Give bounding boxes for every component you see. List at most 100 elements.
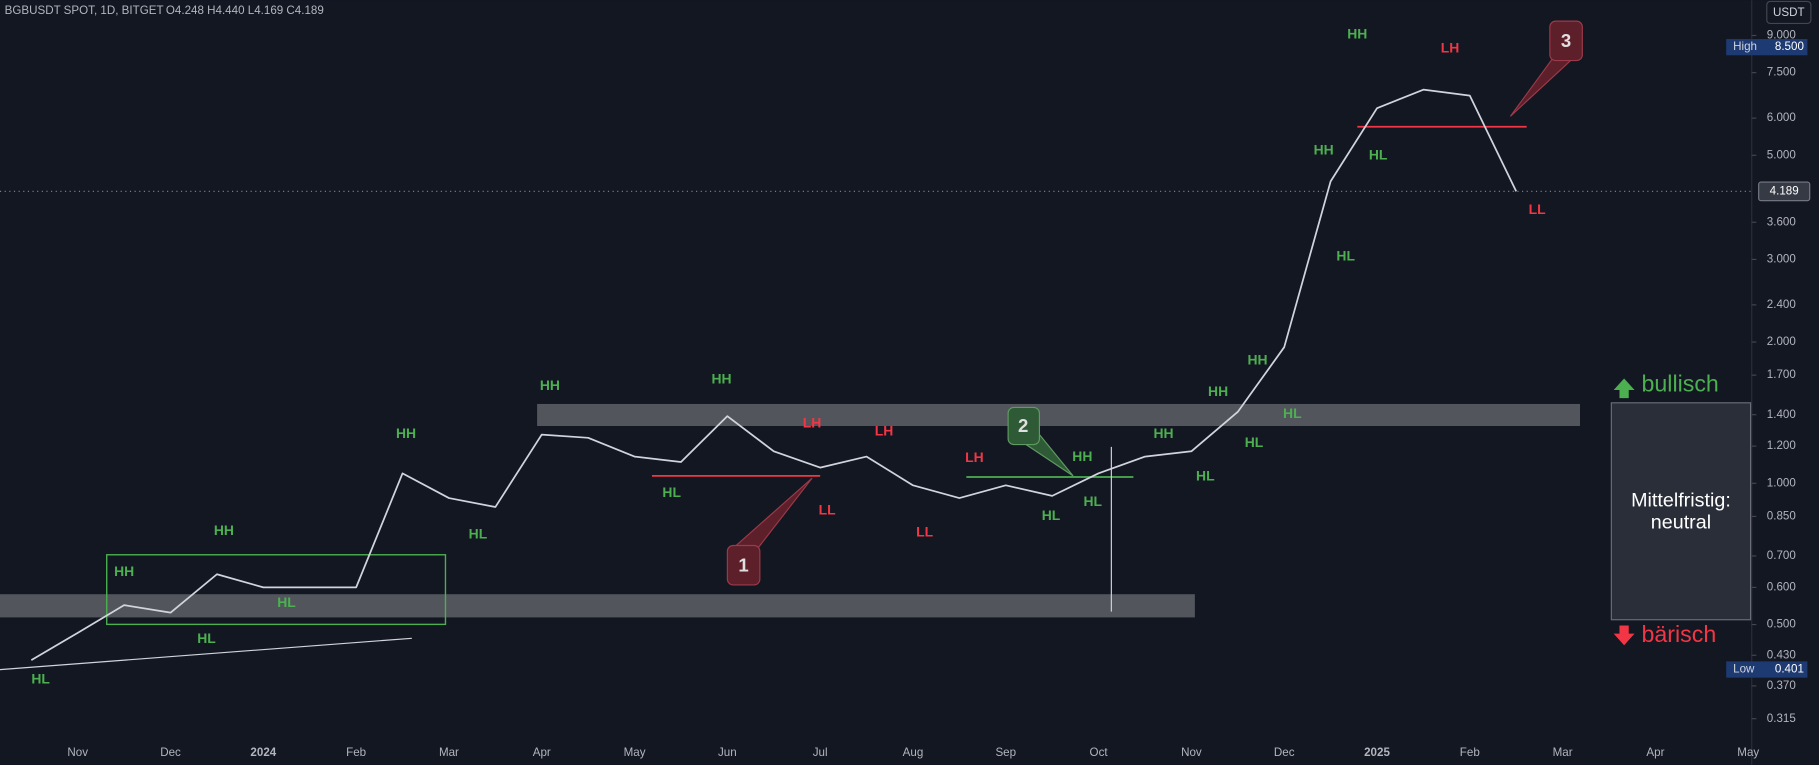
y-tick-label: 2.400 [1767, 298, 1796, 311]
structure-label: HH [114, 563, 134, 579]
x-tick-label: May [624, 746, 646, 759]
x-tick-label: Apr [533, 746, 551, 759]
y-tick-label: 0.850 [1767, 509, 1796, 522]
currency-box [1766, 0, 1812, 25]
last-price-label: 4.189 [1770, 184, 1799, 197]
structure-label: LL [1529, 201, 1546, 217]
currency: USDT [1773, 6, 1805, 19]
price-marker-box [1726, 661, 1808, 678]
y-tick-label: 0.315 [1767, 712, 1796, 725]
structure-label: HH [214, 522, 234, 538]
price-marker-box [1726, 39, 1808, 56]
y-tick-label: 1.200 [1767, 439, 1796, 452]
structure-label: HH [1208, 383, 1228, 399]
structure-label: LH [803, 414, 822, 430]
x-tick-label: Jun [718, 746, 737, 759]
callout-box [1549, 20, 1583, 62]
y-tick-label: 3.000 [1767, 252, 1796, 265]
structure-label: HL [31, 671, 50, 687]
price-marker-label: 8.500 [1775, 40, 1804, 53]
x-tick-label: Feb [1460, 746, 1480, 759]
panel-box [1610, 402, 1752, 621]
structure-label: LH [1441, 40, 1460, 56]
y-tick-label: 0.430 [1767, 648, 1796, 661]
y-tick-label: 6.000 [1767, 111, 1796, 124]
structure-label: HH [712, 370, 732, 386]
x-tick-label: Nov [1181, 746, 1202, 759]
x-tick-label: 2024 [250, 746, 276, 759]
x-tick-label: Mar [1553, 746, 1573, 759]
y-tick-label: 1.000 [1767, 476, 1796, 489]
callout: 3 [1509, 20, 1583, 117]
x-tick-label: Jul [813, 746, 828, 759]
y-tick-label: 2.000 [1767, 335, 1796, 348]
callout: 1 [726, 477, 813, 586]
callout-label: 2 [1018, 415, 1028, 436]
structure-label: HH [1314, 142, 1334, 158]
structure-label: HL [1369, 146, 1388, 162]
last-price-box [1758, 181, 1811, 202]
price-marker-label: 0.401 [1775, 663, 1804, 676]
bullish-label: bullisch [1642, 371, 1719, 397]
structure-label: HH [1072, 448, 1092, 464]
x-tick-label: Mar [439, 746, 459, 759]
x-tick-label: 2025 [1364, 746, 1390, 759]
structure-label: HL [277, 594, 296, 610]
panel-subtitle: neutral [1651, 512, 1711, 534]
structure-label: HL [1196, 468, 1215, 484]
structure-label: HH [1347, 26, 1367, 42]
y-tick-label: 0.600 [1767, 580, 1796, 593]
y-tick-label: 0.370 [1767, 679, 1796, 692]
y-tick-label: 9.000 [1767, 29, 1796, 42]
symbol-title: BGBUSDT SPOT, 1D, BITGET [5, 4, 164, 17]
range-box [106, 554, 447, 626]
support-zone [0, 594, 1195, 618]
bearish-label: bärisch [1642, 621, 1717, 647]
price-marker-name: High [1733, 40, 1757, 53]
structure-label: HL [1042, 507, 1061, 523]
x-tick-label: Aug [903, 746, 924, 759]
y-tick-label: 1.700 [1767, 368, 1796, 381]
structure-label: HL [1245, 434, 1264, 450]
x-tick-label: Nov [67, 746, 88, 759]
resistance-zone [537, 403, 1581, 427]
callout-label: 3 [1561, 30, 1571, 51]
y-tick-label: 0.700 [1767, 549, 1796, 562]
structure-label: LL [916, 523, 933, 539]
trend-line [0, 637, 412, 671]
x-tick-label: Dec [160, 746, 181, 759]
x-tick-label: Oct [1090, 746, 1109, 759]
callout: 2 [1007, 406, 1074, 477]
x-tick-label: May [1737, 746, 1759, 759]
x-tick-label: Sep [995, 746, 1016, 759]
structure-label: HH [1247, 352, 1267, 368]
callout-box [1007, 406, 1041, 446]
ohlc-legend: O4.248 H4.440 L4.169 C4.189 [166, 4, 324, 17]
y-tick-label: 5.000 [1767, 148, 1796, 161]
y-tick-label: 3.600 [1767, 215, 1796, 228]
price-line [30, 88, 1518, 661]
structure-label: HL [1336, 247, 1355, 263]
structure-label: LH [965, 449, 984, 465]
structure-label: LL [819, 501, 836, 517]
structure-label: HH [396, 425, 416, 441]
y-tick-label: 7.500 [1767, 66, 1796, 79]
structure-label: HH [540, 377, 560, 393]
panel-title: Mittelfristig: [1631, 490, 1731, 512]
x-tick-label: Dec [1274, 746, 1295, 759]
down-arrow [1613, 625, 1635, 646]
structure-label: HH [1154, 425, 1174, 441]
up-arrow [1613, 378, 1635, 399]
price-marker-name: Low [1733, 663, 1755, 676]
y-tick-label: 1.400 [1767, 408, 1796, 421]
structure-label: HL [197, 630, 216, 646]
x-tick-label: Feb [346, 746, 366, 759]
x-tick-label: Apr [1646, 746, 1664, 759]
callout-box [726, 544, 761, 586]
structure-label: HL [469, 526, 488, 542]
callout-label: 1 [738, 554, 748, 575]
structure-label: HL [662, 484, 681, 500]
